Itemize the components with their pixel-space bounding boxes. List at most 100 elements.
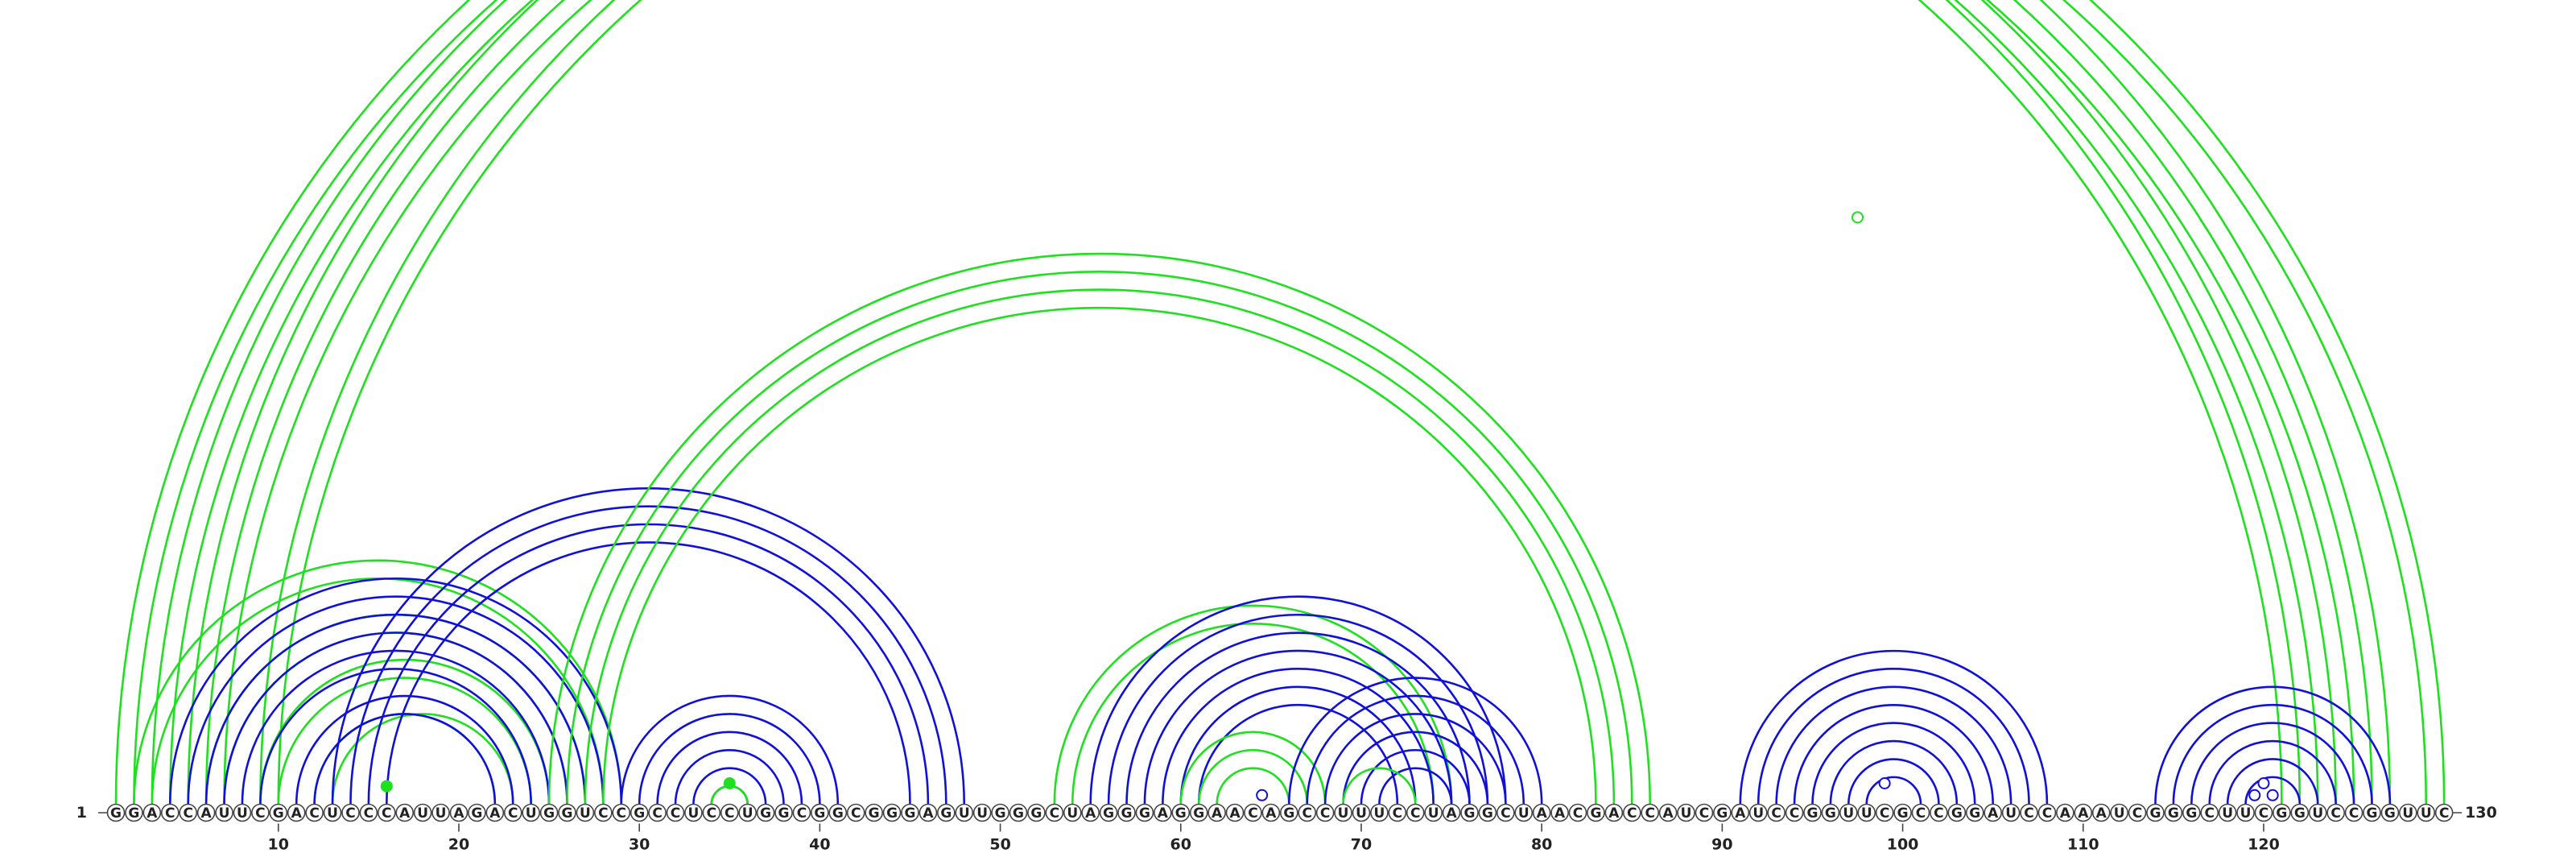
base-38-circle bbox=[774, 803, 793, 822]
base-55-circle bbox=[1081, 803, 1100, 822]
base-12-circle bbox=[305, 803, 324, 822]
base-111-letter: A bbox=[2096, 805, 2107, 822]
pair-arc-30-40 bbox=[638, 713, 821, 805]
base-102-letter: C bbox=[1934, 805, 1943, 822]
base-57-letter: G bbox=[1121, 805, 1133, 822]
base-67-circle bbox=[1298, 803, 1317, 822]
pair-arc-33-37 bbox=[692, 767, 767, 805]
base-104-letter: G bbox=[1969, 805, 1980, 822]
base-115-circle bbox=[2164, 803, 2183, 822]
pair-arc-96-103 bbox=[1829, 739, 1959, 805]
base-66-letter: G bbox=[1283, 805, 1294, 822]
pair-arc-71-75 bbox=[1378, 767, 1453, 805]
base-37-circle bbox=[756, 803, 775, 822]
base-24-circle bbox=[522, 803, 540, 822]
pair-arc-16-45 bbox=[386, 541, 911, 805]
base-103-letter: G bbox=[1951, 805, 1963, 822]
base-81-circle bbox=[1550, 803, 1569, 822]
base-36-letter: U bbox=[742, 805, 753, 822]
base-110-letter: A bbox=[2078, 805, 2089, 822]
base-112-letter: U bbox=[2114, 805, 2125, 822]
base-67-letter: C bbox=[1302, 805, 1311, 822]
base-122-circle bbox=[2290, 803, 2310, 822]
base-31-letter: C bbox=[652, 805, 662, 822]
base-64-letter: C bbox=[1248, 805, 1257, 822]
pair-arc-60-73 bbox=[1179, 685, 1417, 805]
pair-arc-91-108 bbox=[1739, 649, 2049, 805]
pair-arc-114-127 bbox=[2154, 685, 2392, 805]
base-14-letter: C bbox=[345, 805, 355, 822]
base-35-letter: C bbox=[724, 805, 734, 822]
base-21-letter: G bbox=[471, 805, 482, 822]
pair-arc-15-46 bbox=[367, 523, 930, 805]
base-50-circle bbox=[991, 803, 1009, 822]
base-11-circle bbox=[287, 803, 306, 822]
base-98-circle bbox=[1857, 803, 1876, 822]
pair-arc-53-75 bbox=[1053, 604, 1453, 805]
base-44-circle bbox=[882, 803, 902, 822]
base-61-circle bbox=[1189, 803, 1208, 822]
base-83-circle bbox=[1587, 803, 1605, 822]
base-70-letter: U bbox=[1356, 805, 1367, 822]
base-54-circle bbox=[1063, 803, 1082, 822]
base-79-letter: U bbox=[1518, 805, 1530, 822]
base-7-letter: U bbox=[219, 805, 230, 822]
base-102-circle bbox=[1930, 803, 1948, 822]
pair-marker-3 bbox=[723, 777, 736, 789]
base-80-letter: A bbox=[1537, 805, 1548, 822]
base-108-circle bbox=[2037, 803, 2057, 822]
pair-arc-92-107 bbox=[1757, 668, 2030, 805]
pair-arc-56-77 bbox=[1107, 613, 1489, 805]
base-18-circle bbox=[413, 803, 432, 822]
base-32-circle bbox=[666, 803, 685, 822]
tick-label-20: 20 bbox=[448, 836, 469, 854]
base-53-circle bbox=[1045, 803, 1064, 822]
pair-arc-9-24 bbox=[259, 668, 532, 805]
tick-label-110: 110 bbox=[2067, 836, 2099, 854]
base-10-letter: G bbox=[273, 805, 284, 822]
base-40-letter: G bbox=[814, 805, 825, 822]
base-109-letter: A bbox=[2060, 805, 2071, 822]
base-81-letter: A bbox=[1554, 805, 1566, 822]
base-91-circle bbox=[1731, 803, 1750, 822]
base-25-circle bbox=[539, 803, 559, 822]
base-96-circle bbox=[1821, 803, 1840, 822]
base-37-letter: G bbox=[760, 805, 771, 822]
base-84-letter: A bbox=[1608, 805, 1620, 822]
pair-arc-117-124 bbox=[2208, 739, 2337, 805]
base-45-letter: G bbox=[904, 805, 915, 822]
base-113-circle bbox=[2128, 803, 2147, 822]
base-124-letter: C bbox=[2330, 805, 2340, 822]
base-30-circle bbox=[630, 803, 649, 822]
base-57-circle bbox=[1117, 803, 1136, 822]
pair-arc-94-105 bbox=[1793, 703, 1994, 805]
base-46-circle bbox=[919, 803, 938, 822]
base-128-letter: U bbox=[2402, 805, 2413, 822]
pair-arc-2-29 bbox=[133, 559, 623, 805]
base-85-letter: C bbox=[1627, 805, 1637, 822]
pair-marker-4 bbox=[1256, 789, 1269, 801]
base-5-letter: C bbox=[183, 805, 192, 822]
base-55-letter: A bbox=[1085, 805, 1096, 822]
base-106-letter: U bbox=[2005, 805, 2017, 822]
base-89-circle bbox=[1695, 803, 1714, 822]
base-107-circle bbox=[2020, 803, 2038, 822]
base-13-letter: U bbox=[327, 805, 338, 822]
base-111-circle bbox=[2091, 803, 2111, 822]
base-16-letter: C bbox=[382, 805, 391, 822]
base-73-circle bbox=[1406, 803, 1425, 822]
base-42-letter: C bbox=[851, 805, 861, 822]
base-77-circle bbox=[1478, 803, 1497, 822]
base-17-letter: A bbox=[399, 805, 411, 822]
base-119-circle bbox=[2236, 803, 2255, 822]
base-116-letter: G bbox=[2186, 805, 2197, 822]
pair-arc-13-23 bbox=[331, 713, 514, 805]
base-34-letter: C bbox=[707, 805, 716, 822]
base-95-circle bbox=[1803, 803, 1822, 822]
pair-arc-10-129 bbox=[277, 0, 2428, 805]
base-60-circle bbox=[1171, 803, 1191, 822]
base-26-circle bbox=[558, 803, 576, 822]
pair-arc-4-123 bbox=[168, 0, 2319, 805]
base-128-circle bbox=[2399, 803, 2417, 822]
